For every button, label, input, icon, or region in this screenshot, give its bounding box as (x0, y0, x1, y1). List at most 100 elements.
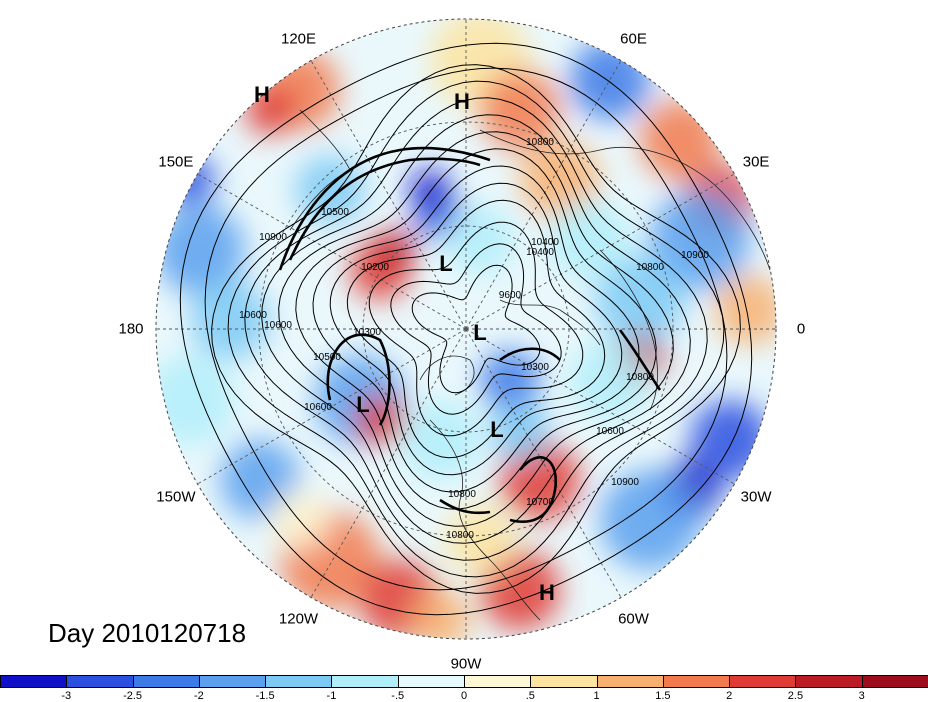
height-contour (179, 42, 753, 616)
contour-label: 10200 (361, 262, 389, 273)
coastline (499, 299, 601, 346)
height-contour (295, 148, 657, 510)
height-contour (390, 243, 562, 415)
height-contour (411, 264, 541, 394)
longitude-label-lon-150e: 150E (158, 153, 194, 170)
meridian-line (465, 328, 622, 598)
colorbar-swatch (132, 675, 200, 688)
anomaly-patch (245, 85, 295, 135)
anomaly-patch (595, 255, 685, 345)
anomaly-patch (650, 190, 750, 290)
contour-label: 10500 (321, 207, 349, 218)
anomaly-patch (445, 505, 515, 575)
coastline (419, 355, 475, 396)
anomaly-patch (570, 340, 650, 420)
colorbar-swatch (530, 675, 598, 688)
contour-label: 10900 (259, 232, 287, 243)
jet-contour (618, 329, 662, 391)
longitude-label-lon-30e: 30E (742, 153, 770, 170)
colorbar-swatch (331, 675, 399, 688)
contour-label: 9600 (499, 290, 522, 301)
low-pressure-marker: L (356, 392, 370, 417)
longitude-label-lon-60w: 60W (618, 610, 649, 628)
colorbar-tick-label: -.5 (391, 690, 405, 702)
anomaly-patch (190, 280, 270, 360)
meridian-line (465, 60, 622, 330)
contour-label: 10800 (526, 137, 554, 148)
jet-contour (288, 157, 481, 261)
coastline (479, 129, 771, 271)
colorbar-tick-label: 1 (593, 690, 600, 702)
contour-label: 10600 (596, 426, 624, 437)
longitude-label-lon-150w: 150W (156, 488, 196, 505)
anomaly-patch (490, 400, 550, 460)
colorbar-tick-label: 2.5 (787, 690, 804, 702)
height-contour (261, 114, 691, 544)
longitude-label-lon-120w: 120W (278, 610, 319, 628)
contour-label: 10800 (446, 530, 474, 541)
meridian-line (197, 328, 467, 485)
anomaly-patch (400, 400, 480, 480)
colorbar-tick-label: 0 (460, 690, 468, 702)
contour-label: 10500 (313, 352, 341, 363)
contour-label: 10800 (448, 489, 476, 500)
low-pressure-marker: L (490, 417, 504, 442)
jet-contour (439, 498, 491, 515)
meridian-line (197, 173, 467, 330)
jet-contours (278, 146, 662, 523)
colorbar-tick-label: -1 (326, 690, 337, 702)
high-pressure-marker: H (254, 82, 270, 107)
contour-label: 10300 (521, 362, 549, 373)
contour-value-labels: 10800 10400 10500 9600 10200 10300 10900 10800 1… (239, 137, 709, 541)
day-label: Day 2010120718 (48, 618, 247, 648)
anomaly-patch (570, 40, 650, 120)
anomaly-patch (156, 355, 235, 445)
colorbar-tick-label: 1.5 (655, 690, 671, 702)
anomaly-patch (410, 590, 470, 639)
anomaly-patch (480, 350, 540, 410)
anomaly-patch (600, 470, 700, 570)
contour-label: 10900 (611, 477, 639, 488)
longitude-label-lon-90e: 90E (453, 0, 480, 3)
height-contour (329, 182, 623, 476)
height-contour (227, 80, 725, 578)
colorbar-tick-label: 3 (858, 690, 865, 702)
colorbar-swatch (265, 675, 333, 688)
contour-label: 10400 (531, 237, 559, 248)
contour-label: 10800 (626, 372, 654, 383)
jet-contour (499, 347, 561, 362)
height-contours (179, 42, 753, 616)
colorbar-tick-label: -2.5 (123, 690, 143, 702)
jet-contour (278, 146, 491, 271)
longitude-label-lon-90w: 90W (450, 655, 482, 673)
longitude-label-lon-180: 180 (118, 320, 144, 338)
colorbar-swatch (397, 675, 465, 688)
colorbar-swatch (662, 675, 731, 688)
colorbar-swatch (729, 675, 797, 688)
colorbar-tick-label: -1.5 (255, 690, 275, 702)
anomaly-patch (270, 490, 330, 550)
contour-label: 10800 (636, 262, 664, 273)
colorbar-tick-label: 2 (726, 690, 733, 702)
anomaly-patch (715, 275, 776, 345)
colorbar-tick-label: -2 (193, 690, 204, 702)
colorbar-swatch (861, 675, 928, 688)
colorbar-swatch (464, 675, 532, 688)
meridian-line (310, 328, 467, 598)
longitude-label-lon-30w: 30W (740, 488, 772, 505)
anomaly-patch (480, 70, 560, 150)
coastline (429, 419, 541, 621)
meridian-line (465, 328, 735, 485)
map-boundary (155, 18, 777, 640)
colorbar-swatch (795, 675, 863, 688)
meridian-line (465, 173, 735, 330)
colorbar: -3 -2.5 -2 -1.5 -1 -.5 0 .5 1 1.5 2 2.5 3 (0, 675, 928, 702)
contour-label: 10600 (239, 310, 267, 321)
anomaly-patch (550, 200, 630, 280)
colorbar-swatch (198, 675, 267, 688)
anomaly-patch (375, 230, 415, 270)
anomaly-patch (410, 170, 450, 210)
contour-label: 10400 (526, 247, 554, 258)
colorbar-swatch (596, 675, 664, 688)
